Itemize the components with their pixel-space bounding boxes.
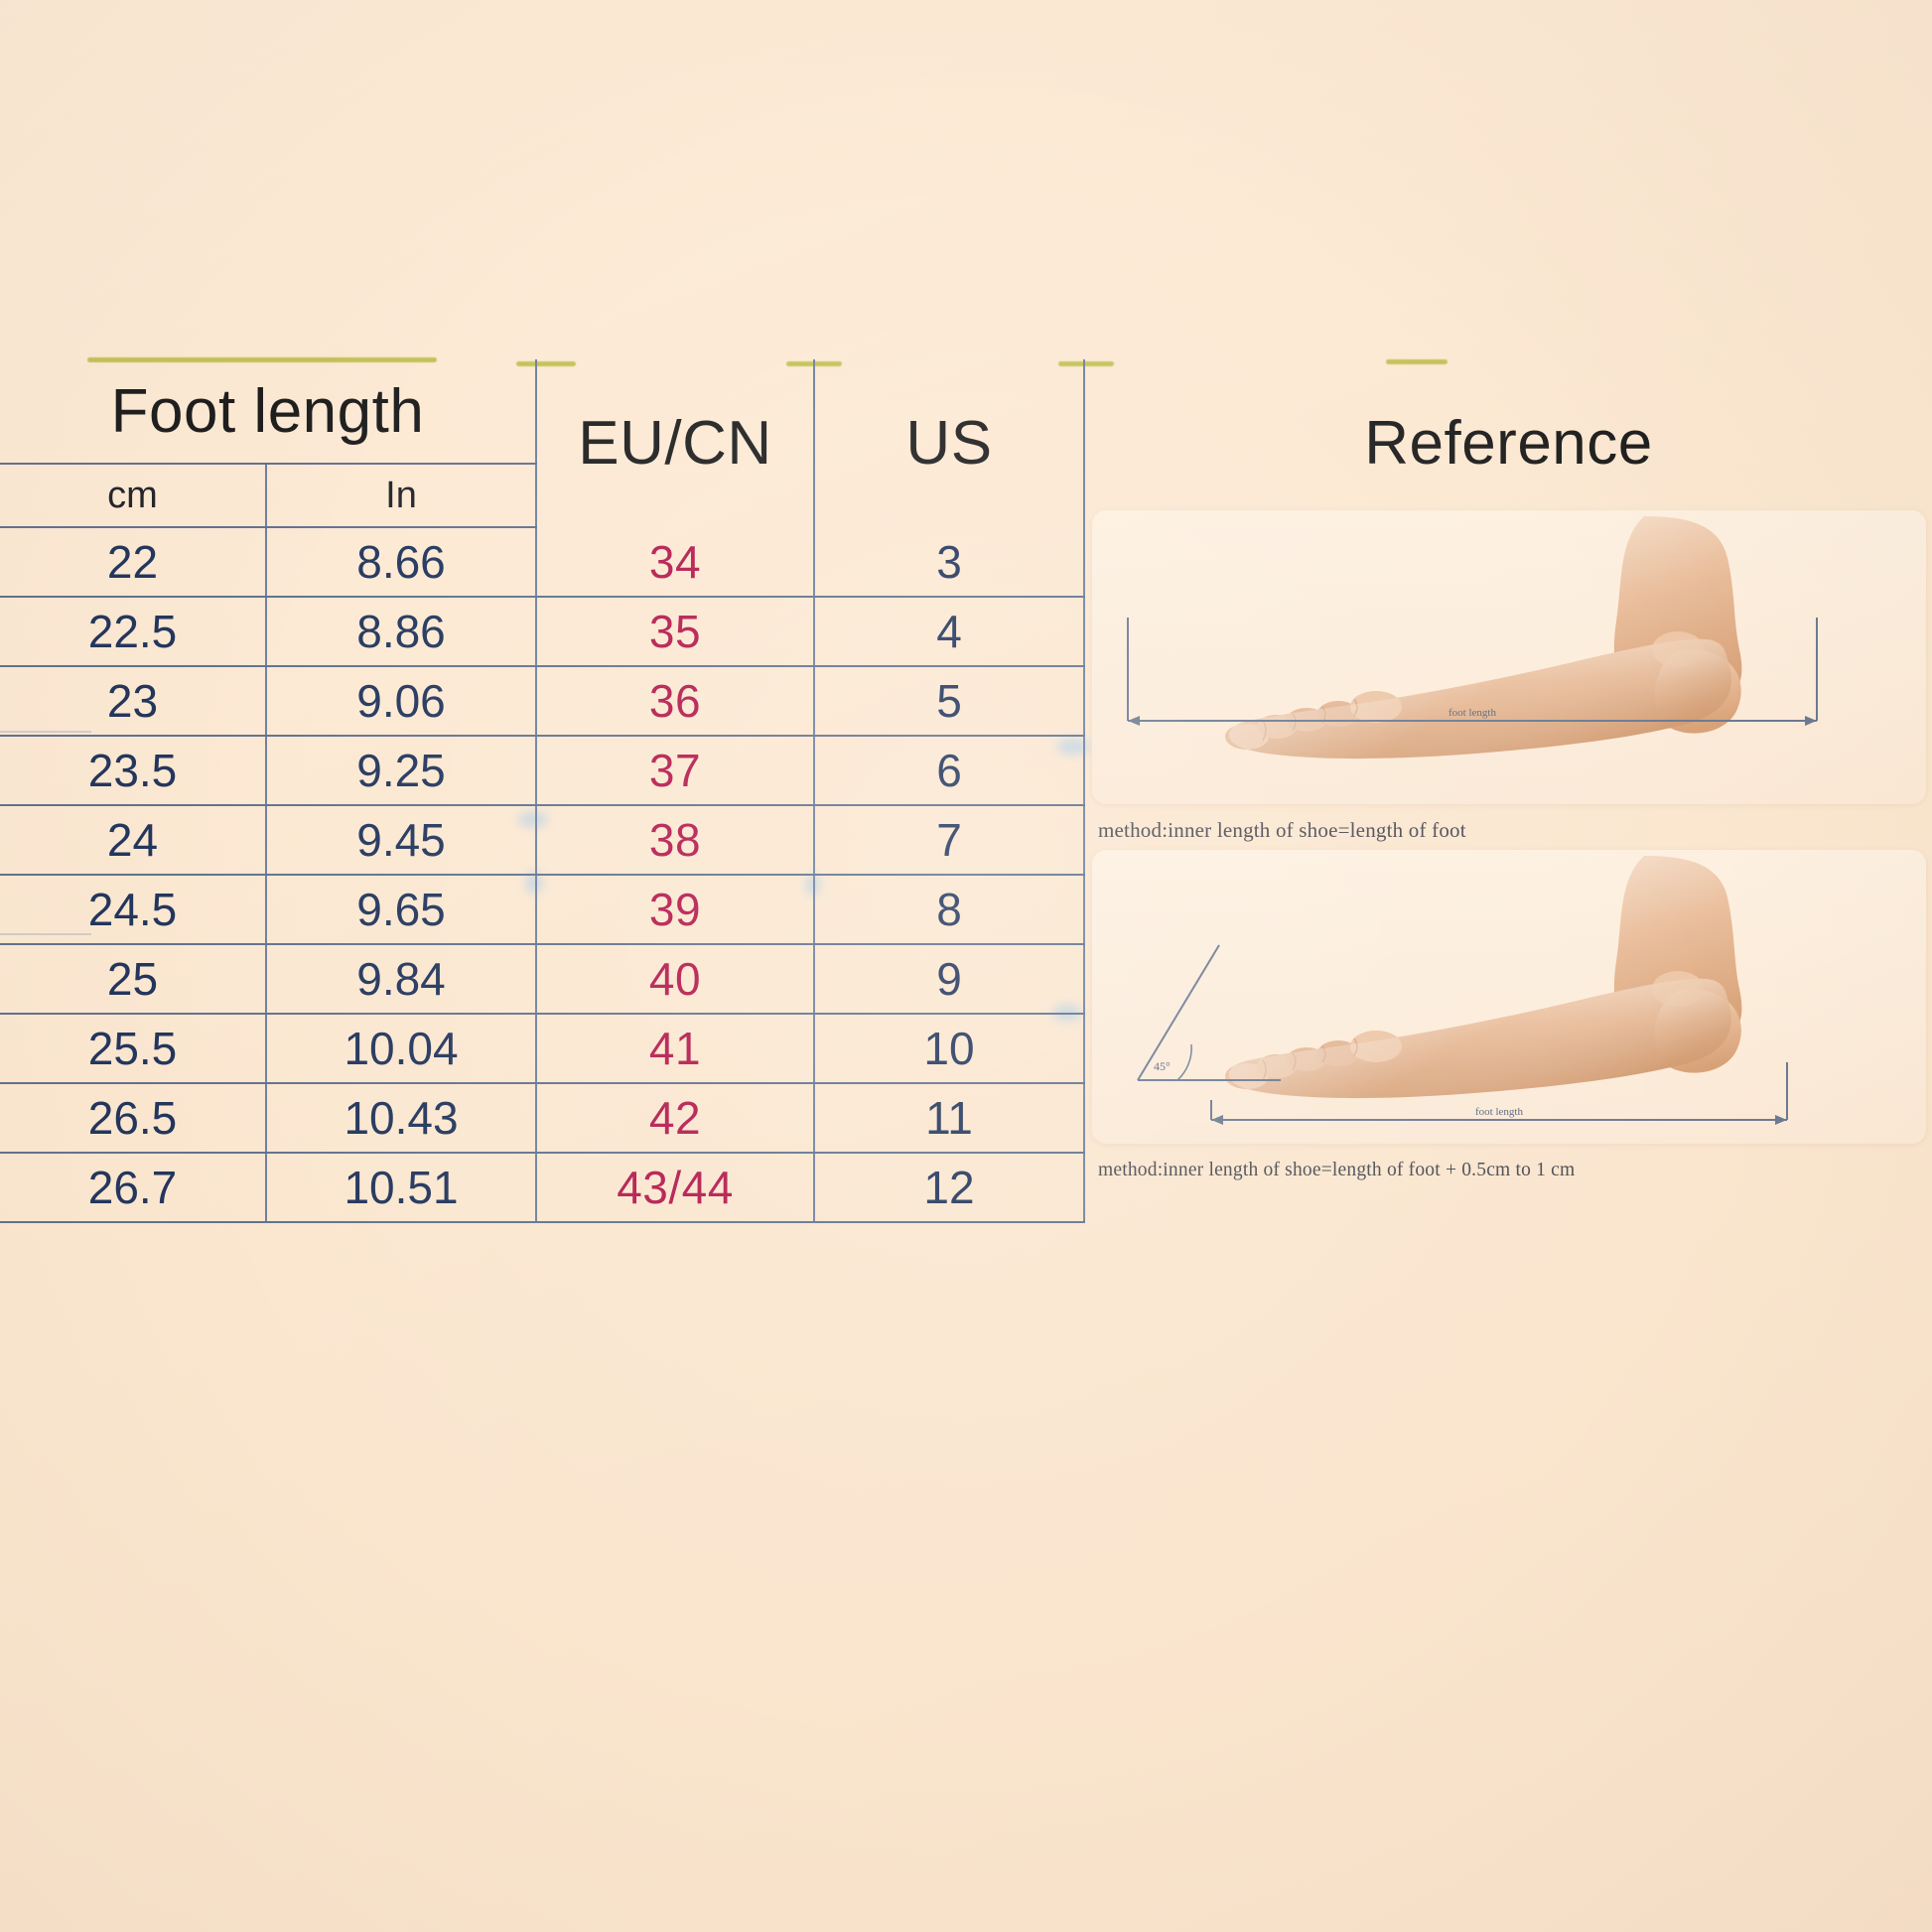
cell-eu: 40 (536, 944, 815, 1015)
cell-us: 12 (814, 1153, 1085, 1223)
cell-us: 3 (814, 527, 1085, 598)
angle-label-45: 45° (1154, 1059, 1171, 1073)
header-eu-cn: EU/CN (536, 359, 815, 527)
reference-figure-2: 45° foot length (1092, 850, 1926, 1144)
cell-in: 9.84 (266, 944, 537, 1015)
size-chart-table: Foot length EU/CN US Reference cm In 22 … (0, 359, 1932, 1223)
reference-column: foot length method:inner length of shoe=… (1084, 500, 1932, 1195)
header-foot-length: Foot length (0, 359, 537, 465)
header-cm: cm (0, 464, 267, 528)
header-reference: Reference (1364, 409, 1653, 478)
cell-cm: 24.5 (0, 875, 267, 945)
cell-cm: 26.5 (0, 1083, 267, 1154)
cell-cm: 24 (0, 805, 267, 876)
cell-us: 8 (814, 875, 1085, 945)
cell-eu: 35 (536, 597, 815, 667)
cell-cm: 22.5 (0, 597, 267, 667)
measurement-guides-2 (1210, 1062, 1788, 1121)
cell-in: 10.43 (266, 1083, 537, 1154)
measure-label-2: foot length (1475, 1106, 1523, 1118)
cell-in: 9.06 (266, 666, 537, 737)
table-row: 25 9.84 40 9 (0, 944, 1932, 1015)
table-row: 26.7 10.51 43/44 12 (0, 1153, 1932, 1223)
cell-in: 9.45 (266, 805, 537, 876)
cell-us: 9 (814, 944, 1085, 1015)
header-in: In (266, 464, 537, 528)
table-row: 22 8.66 34 3 (0, 527, 1932, 598)
table-row: 22.5 8.86 35 4 (0, 597, 1932, 667)
table-row: 24.5 9.65 39 8 (0, 875, 1932, 945)
cell-eu: 38 (536, 805, 815, 876)
foot-diagram-2-icon: 45° foot length (1137, 856, 1788, 1125)
cell-eu: 36 (536, 666, 815, 737)
cell-in: 10.51 (266, 1153, 537, 1223)
cell-cm: 25.5 (0, 1014, 267, 1084)
arrow-right-1 (1805, 716, 1817, 726)
cell-us: 6 (814, 736, 1085, 806)
table-row: 23 9.06 36 5 (0, 666, 1932, 737)
angle-guides-2 (1137, 944, 1281, 1081)
cell-us: 7 (814, 805, 1085, 876)
table-sub-header-row: cm In (0, 464, 1932, 528)
reference-figure-1: foot length (1092, 510, 1926, 804)
accent-tick (1058, 361, 1114, 366)
arrow-right-2 (1775, 1115, 1787, 1125)
size-chart-table-container: Foot length EU/CN US Reference cm In 22 … (0, 359, 1932, 1223)
cell-in: 8.66 (266, 527, 537, 598)
cell-eu: 34 (536, 527, 815, 598)
cell-us: 4 (814, 597, 1085, 667)
cell-in: 8.86 (266, 597, 537, 667)
foot-sheen (1228, 978, 1731, 1099)
cell-cm: 23 (0, 666, 267, 737)
table-row: 26.5 10.43 42 11 (0, 1083, 1932, 1154)
foot-sheen (1228, 638, 1731, 759)
cell-cm: 22 (0, 527, 267, 598)
reference-caption-1: method:inner length of shoe=length of fo… (1098, 818, 1466, 842)
cell-eu: 43/44 (536, 1153, 815, 1223)
cell-us: 10 (814, 1014, 1085, 1084)
cell-in: 9.65 (266, 875, 537, 945)
table-group-header-row: Foot length EU/CN US Reference (0, 359, 1932, 527)
accent-tick (1386, 359, 1448, 364)
cell-eu: 41 (536, 1014, 815, 1084)
cell-eu: 37 (536, 736, 815, 806)
reference-caption-2: method:inner length of shoe=length of fo… (1098, 1160, 1576, 1180)
measurement-guides-1 (1127, 618, 1818, 722)
cell-eu: 42 (536, 1083, 815, 1154)
table-row: 25.5 10.04 41 10 (0, 1014, 1932, 1084)
arrow-left-1 (1128, 716, 1140, 726)
foot-diagram-1-icon: foot length (1127, 516, 1818, 759)
cell-cm: 25 (0, 944, 267, 1015)
measure-label-1: foot length (1449, 707, 1496, 719)
header-us: US (814, 359, 1085, 527)
cell-eu: 39 (536, 875, 815, 945)
cell-in: 9.25 (266, 736, 537, 806)
cell-us: 5 (814, 666, 1085, 737)
cell-cm: 23.5 (0, 736, 267, 806)
cell-us: 11 (814, 1083, 1085, 1154)
cell-in: 10.04 (266, 1014, 537, 1084)
table-row: 23.5 9.25 37 6 (0, 736, 1932, 806)
cell-cm: 26.7 (0, 1153, 267, 1223)
arrow-left-2 (1211, 1115, 1223, 1125)
table-row: 24 9.45 38 7 (0, 805, 1932, 876)
